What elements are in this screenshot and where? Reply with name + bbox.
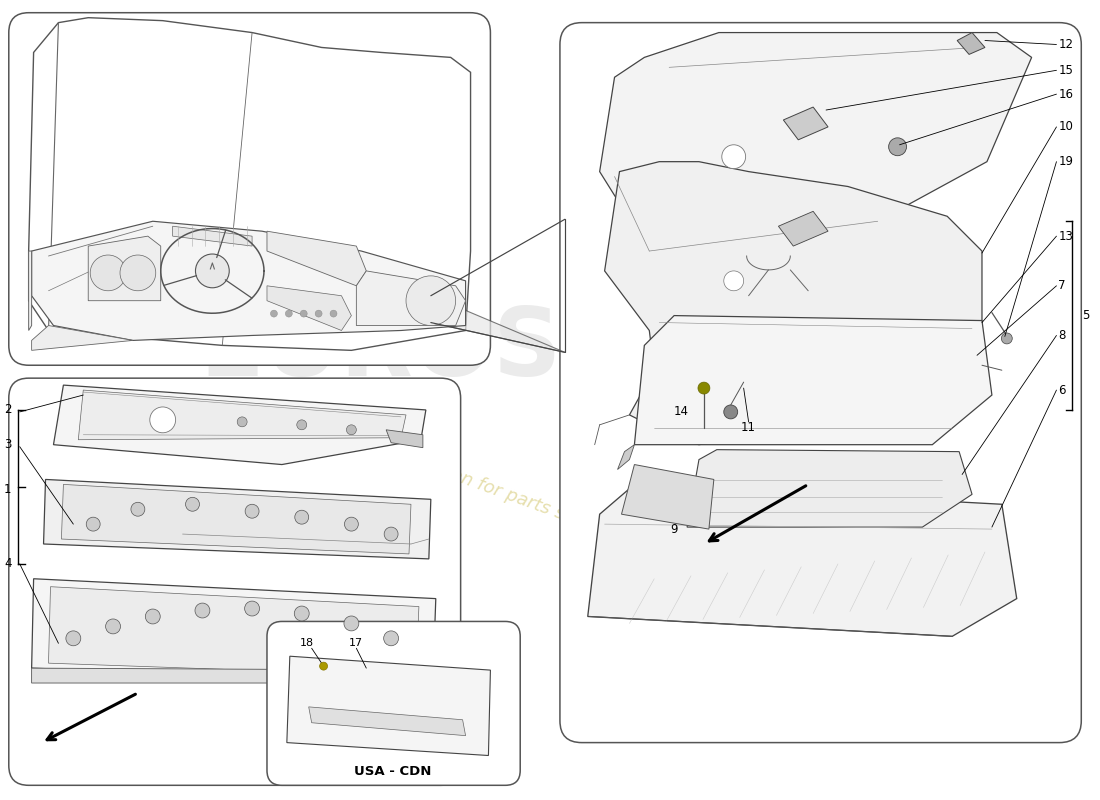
Text: 9: 9 xyxy=(670,522,678,535)
Text: 19: 19 xyxy=(1058,155,1074,168)
Text: 18: 18 xyxy=(299,638,314,648)
Circle shape xyxy=(297,420,307,430)
Polygon shape xyxy=(605,162,982,445)
Polygon shape xyxy=(29,251,32,330)
Text: 17: 17 xyxy=(350,638,363,648)
Polygon shape xyxy=(88,236,161,301)
Polygon shape xyxy=(54,385,426,465)
Circle shape xyxy=(285,310,293,317)
Circle shape xyxy=(295,510,309,524)
Circle shape xyxy=(145,609,161,624)
Text: 10: 10 xyxy=(1058,121,1074,134)
Polygon shape xyxy=(78,390,406,440)
Text: USA - CDN: USA - CDN xyxy=(354,765,432,778)
Circle shape xyxy=(106,619,121,634)
Polygon shape xyxy=(621,465,714,529)
Polygon shape xyxy=(32,222,465,341)
Text: 12: 12 xyxy=(1058,38,1074,51)
Circle shape xyxy=(724,271,744,290)
Polygon shape xyxy=(44,479,431,559)
Polygon shape xyxy=(783,107,828,140)
Circle shape xyxy=(346,425,356,434)
Circle shape xyxy=(315,310,322,317)
Circle shape xyxy=(86,517,100,531)
Circle shape xyxy=(238,417,248,427)
Text: 16: 16 xyxy=(1058,88,1074,101)
Circle shape xyxy=(406,276,455,326)
Polygon shape xyxy=(356,271,465,326)
Polygon shape xyxy=(267,286,351,330)
Circle shape xyxy=(196,254,229,288)
Text: 1: 1 xyxy=(4,483,11,496)
Circle shape xyxy=(384,527,398,541)
Circle shape xyxy=(330,310,337,317)
Text: 15: 15 xyxy=(1058,64,1074,77)
Polygon shape xyxy=(635,315,992,445)
Circle shape xyxy=(1001,333,1012,344)
Circle shape xyxy=(384,631,398,646)
Circle shape xyxy=(300,310,307,317)
Polygon shape xyxy=(617,445,635,470)
Polygon shape xyxy=(173,226,252,246)
Circle shape xyxy=(889,138,906,156)
Circle shape xyxy=(722,145,746,169)
Circle shape xyxy=(724,405,738,419)
Polygon shape xyxy=(779,211,828,246)
Circle shape xyxy=(245,504,258,518)
Polygon shape xyxy=(62,485,411,554)
Text: 2: 2 xyxy=(4,403,11,417)
Circle shape xyxy=(698,382,710,394)
Circle shape xyxy=(66,631,80,646)
Polygon shape xyxy=(287,656,491,755)
Text: 11: 11 xyxy=(741,422,756,434)
Polygon shape xyxy=(32,668,432,683)
Polygon shape xyxy=(688,450,972,527)
FancyBboxPatch shape xyxy=(9,378,461,786)
Polygon shape xyxy=(600,33,1032,251)
Polygon shape xyxy=(29,18,471,350)
Text: 3: 3 xyxy=(4,438,11,451)
Text: 6: 6 xyxy=(1058,383,1066,397)
Polygon shape xyxy=(267,231,366,286)
Text: 5: 5 xyxy=(1082,309,1090,322)
Circle shape xyxy=(320,662,328,670)
Polygon shape xyxy=(957,33,984,54)
Polygon shape xyxy=(32,578,436,683)
Circle shape xyxy=(150,407,176,433)
Circle shape xyxy=(295,606,309,621)
Polygon shape xyxy=(309,707,465,736)
Text: 14: 14 xyxy=(673,406,689,418)
Text: 4: 4 xyxy=(4,558,11,570)
Polygon shape xyxy=(48,586,419,676)
FancyBboxPatch shape xyxy=(560,22,1081,742)
Circle shape xyxy=(344,517,359,531)
Text: 13: 13 xyxy=(1058,230,1074,242)
Polygon shape xyxy=(32,326,133,350)
Circle shape xyxy=(131,502,145,516)
FancyBboxPatch shape xyxy=(267,622,520,786)
Text: a passion for parts since 1985: a passion for parts since 1985 xyxy=(389,444,651,554)
Circle shape xyxy=(195,603,210,618)
Text: 8: 8 xyxy=(1058,329,1066,342)
Circle shape xyxy=(90,255,126,290)
Circle shape xyxy=(186,498,199,511)
Polygon shape xyxy=(431,296,565,352)
Circle shape xyxy=(120,255,156,290)
Text: EUROSPARES: EUROSPARES xyxy=(199,304,901,396)
Circle shape xyxy=(244,601,260,616)
Circle shape xyxy=(344,616,359,631)
Circle shape xyxy=(271,310,277,317)
Polygon shape xyxy=(587,485,1016,636)
Polygon shape xyxy=(386,430,422,448)
FancyBboxPatch shape xyxy=(9,13,491,366)
Text: 7: 7 xyxy=(1058,279,1066,292)
